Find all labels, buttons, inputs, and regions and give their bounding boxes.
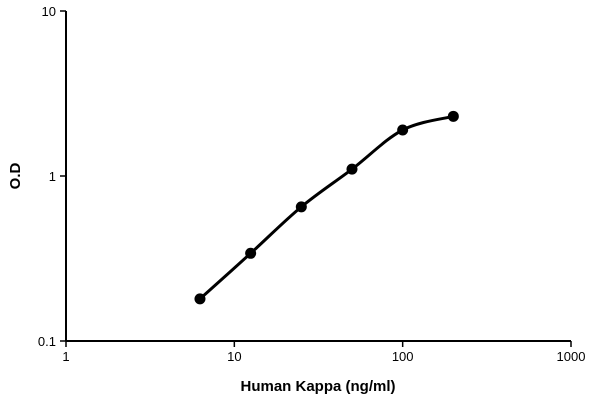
data-point [245,247,257,259]
y-tick-label: 1 [49,169,56,184]
data-point [397,124,409,136]
ticks: 1 10 100 1000 0.1 1 10 [38,4,586,364]
plot-area [194,110,459,305]
y-tick-label: 0.1 [38,334,56,349]
x-axis-title: Human Kappa (ng/ml) [240,378,395,395]
y-tick-label: 10 [42,4,56,19]
data-point [295,201,307,213]
x-tick-label: 10 [227,349,241,364]
axes [65,11,571,342]
series-line [198,114,454,300]
data-point [447,110,459,122]
data-point [346,163,358,175]
y-axis-title: O.D [7,163,24,190]
x-tick-label: 100 [392,349,414,364]
data-point [194,293,206,305]
x-tick-label: 1 [62,349,69,364]
x-tick-label: 1000 [557,349,586,364]
